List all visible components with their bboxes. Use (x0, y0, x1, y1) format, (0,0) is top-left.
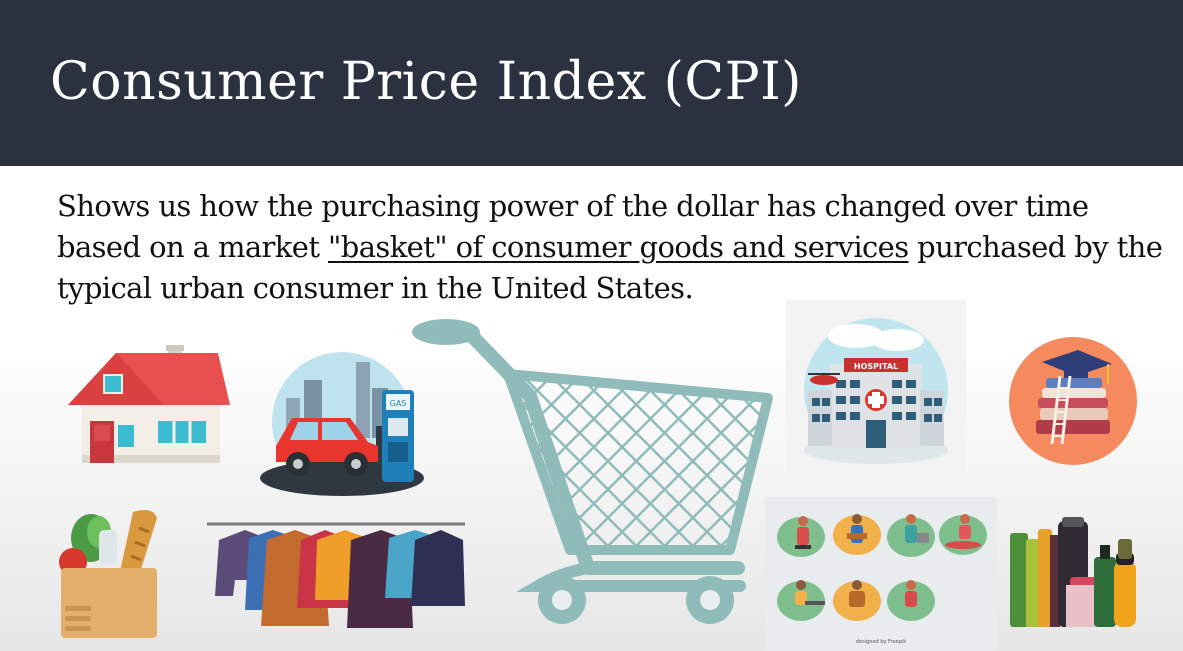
personal-care-products-illustration (1006, 517, 1142, 631)
body-text-part-1: Shows us how the purchasing power of the… (57, 189, 1089, 264)
shopping-cart-illustration (410, 318, 780, 633)
clothes-rack-illustration (205, 518, 467, 636)
illustration-credit: designed by Freepik (856, 639, 906, 645)
slide-body-text: Shows us how the purchasing power of the… (57, 186, 1167, 309)
gas-sign-text: GAS (390, 399, 407, 408)
body-text-part-2: purchased by the typical urban consumer … (57, 230, 1163, 305)
slide-title: Consumer Price Index (CPI) (50, 52, 802, 112)
house-illustration (68, 345, 233, 465)
car-gas-station-illustration: GAS (258, 352, 426, 497)
hospital-sign-text: HOSPITAL (854, 362, 898, 371)
body-text-underlined: "basket" of consumer goods and services (328, 230, 909, 264)
hospital-illustration: HOSPITAL (786, 300, 966, 482)
slide-header: Consumer Price Index (CPI) (0, 0, 1183, 166)
education-books-illustration (1008, 336, 1138, 466)
recreation-people-illustration: designed by Freepik (765, 497, 997, 651)
groceries-bag-illustration (55, 506, 167, 641)
